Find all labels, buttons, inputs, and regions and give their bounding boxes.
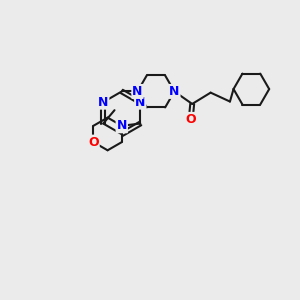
Text: N: N (98, 96, 108, 109)
Text: N: N (132, 85, 143, 98)
Text: N: N (135, 96, 146, 109)
Text: O: O (88, 136, 99, 148)
Text: N: N (117, 119, 127, 132)
Text: O: O (185, 113, 196, 126)
Text: N: N (169, 85, 180, 98)
